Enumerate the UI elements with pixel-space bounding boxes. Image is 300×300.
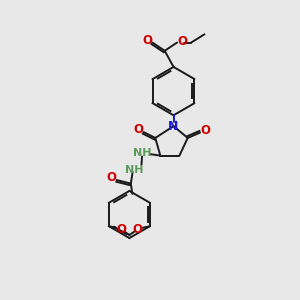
Text: N: N [168,120,179,133]
Text: O: O [177,34,187,48]
Text: NH: NH [125,165,144,175]
Text: NH: NH [133,148,151,158]
Text: O: O [134,123,143,136]
Text: O: O [142,34,152,47]
Text: O: O [117,223,127,236]
Text: O: O [200,124,210,137]
Text: O: O [107,171,117,184]
Text: O: O [132,223,142,236]
